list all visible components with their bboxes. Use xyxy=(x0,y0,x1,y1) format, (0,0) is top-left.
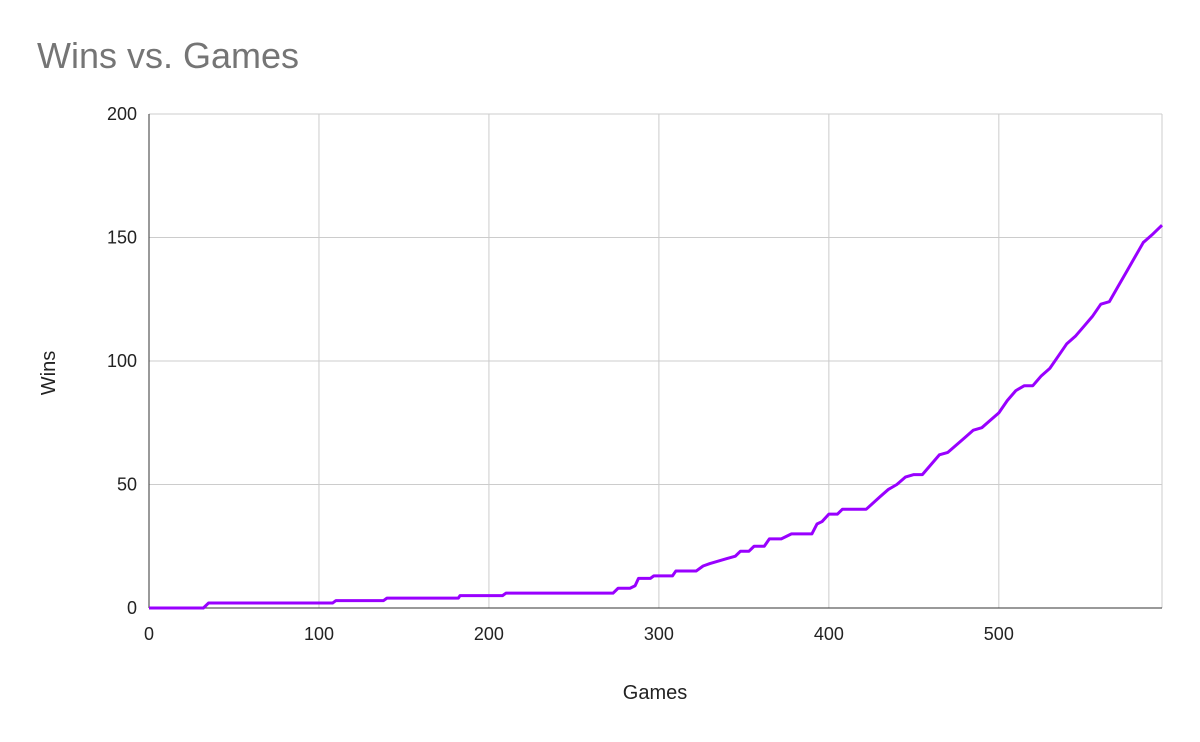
x-axis-label: Games xyxy=(623,682,687,704)
y-tick-label: 150 xyxy=(107,228,137,248)
x-tick-label: 100 xyxy=(304,624,334,644)
y-tick-label: 50 xyxy=(117,475,137,495)
x-tick-label: 300 xyxy=(644,624,674,644)
x-tick-label: 400 xyxy=(814,624,844,644)
x-tick-label: 0 xyxy=(144,624,154,644)
x-tick-label: 200 xyxy=(474,624,504,644)
y-tick-label: 100 xyxy=(107,351,137,371)
y-axis-label: Wins xyxy=(38,351,60,395)
x-tick-label: 500 xyxy=(984,624,1014,644)
data-line xyxy=(149,224,1164,610)
y-tick-label: 200 xyxy=(107,104,137,124)
chart-title: Wins vs. Games xyxy=(37,35,299,76)
y-tick-label: 0 xyxy=(127,598,137,618)
